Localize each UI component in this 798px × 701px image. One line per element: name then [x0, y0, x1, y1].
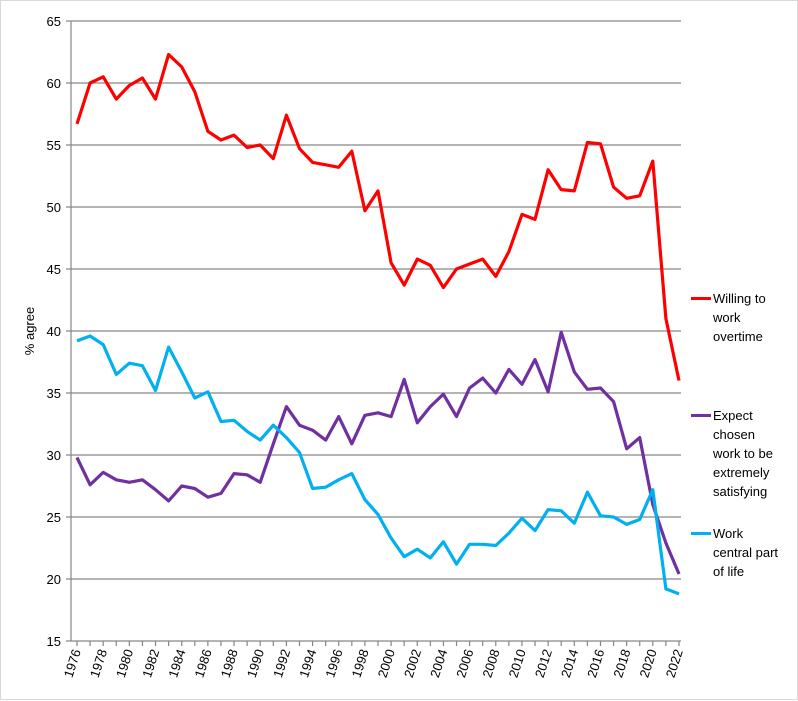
y-tick-label: 25 [47, 510, 61, 525]
y-tick-label: 45 [47, 262, 61, 277]
y-tick-label: 40 [47, 324, 61, 339]
x-tick-label: 2018 [610, 647, 633, 679]
series-line [75, 330, 681, 575]
x-tick-label: 2012 [532, 647, 555, 679]
legend-label: Work central part of life [713, 524, 798, 581]
legend-label-line: extremely [713, 465, 770, 480]
y-tick-label: 55 [47, 138, 61, 153]
series-line [76, 334, 680, 596]
x-tick-label: 2000 [375, 647, 398, 679]
y-tick-label: 20 [47, 572, 61, 587]
legend-label-line: work to be [713, 446, 773, 461]
y-tick-label: 65 [47, 14, 61, 29]
legend-label-line: Work [713, 526, 744, 541]
x-tick-label: 1982 [139, 647, 162, 679]
legend-label-line: Willing to [713, 291, 766, 306]
legend-swatch [691, 532, 711, 535]
y-tick-label: 15 [47, 634, 61, 649]
legend-swatch [691, 297, 711, 300]
x-tick-label: 1994 [296, 647, 319, 679]
x-tick-label: 2006 [453, 647, 476, 679]
x-tick-label: 1996 [322, 647, 345, 679]
x-tick-label: 1984 [165, 647, 188, 679]
legend-label-line: central part [713, 545, 779, 560]
x-tick-label: 1980 [113, 647, 136, 679]
x-tick-label: 2008 [479, 647, 502, 679]
series-line [75, 52, 681, 381]
y-tick-label: 60 [47, 76, 61, 91]
y-tick-label: 30 [47, 448, 61, 463]
x-tick-label: 2022 [663, 647, 686, 679]
x-tick-label: 2020 [636, 647, 659, 679]
x-tick-label: 1988 [218, 647, 241, 679]
x-tick-label: 2004 [427, 647, 450, 679]
legend-label-line: of life [713, 564, 745, 579]
x-tick-label: 1998 [349, 647, 372, 679]
y-tick-label: 35 [47, 386, 61, 401]
legend-label-line: chosen [713, 427, 755, 442]
legend-label: Expect chosen work to be extremely satisfyin… [713, 406, 798, 501]
y-tick-label: 50 [47, 200, 61, 215]
x-tick-label: 1978 [87, 647, 110, 679]
legend-label: Willing to work overtime [713, 289, 798, 346]
x-tick-label: 2016 [584, 647, 607, 679]
x-tick-label: 2010 [506, 647, 529, 679]
x-tick-label: 1992 [270, 647, 293, 679]
legend-label-line: overtime [713, 329, 763, 344]
legend-swatch [691, 414, 711, 417]
legend-label-line: Expect [713, 408, 753, 423]
x-tick-label: 1976 [61, 647, 84, 679]
x-tick-label: 1986 [192, 647, 215, 679]
legend-label-line: work [713, 310, 741, 325]
x-tick-label: 2002 [401, 647, 424, 679]
legend-label-line: satisfying [713, 484, 768, 499]
x-tick-label: 2014 [558, 647, 581, 679]
y-axis-label: % agree [22, 307, 37, 355]
x-tick-label: 1990 [244, 647, 267, 679]
